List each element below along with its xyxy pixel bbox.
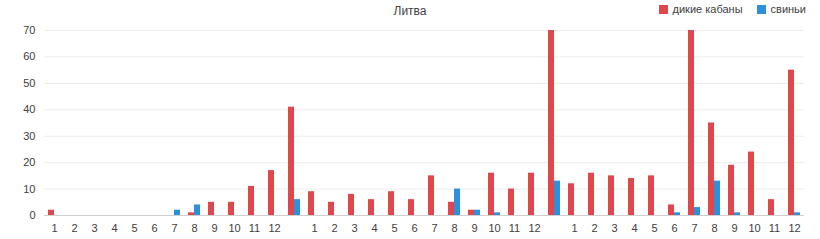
svg-text:11: 11: [249, 222, 260, 234]
svg-text:7: 7: [171, 222, 177, 234]
svg-text:1: 1: [51, 222, 57, 234]
svg-text:60: 60: [23, 50, 35, 62]
svg-text:4: 4: [111, 222, 117, 234]
svg-text:50: 50: [23, 77, 35, 89]
svg-text:3: 3: [351, 222, 357, 234]
svg-text:7: 7: [691, 222, 697, 234]
svg-text:10: 10: [23, 183, 35, 195]
svg-text:40: 40: [23, 103, 35, 115]
html-text:свиньи: свиньи: [770, 3, 806, 15]
svg-text:6: 6: [671, 222, 677, 234]
svg-text:10: 10: [748, 222, 760, 234]
svg-text:1: 1: [571, 222, 577, 234]
svg-text:11: 11: [769, 222, 780, 234]
svg-text:10: 10: [228, 222, 240, 234]
svg-text:8: 8: [711, 222, 717, 234]
svg-text:12: 12: [788, 222, 800, 234]
svg-text:8: 8: [451, 222, 457, 234]
svg-text:3: 3: [611, 222, 617, 234]
svg-text:5: 5: [391, 222, 397, 234]
html-text:Литва: Литва: [393, 4, 427, 18]
svg-text:11: 11: [509, 222, 520, 234]
svg-text:7: 7: [431, 222, 437, 234]
svg-text:5: 5: [131, 222, 137, 234]
svg-text:8: 8: [191, 222, 197, 234]
svg-text:12: 12: [528, 222, 540, 234]
svg-text:9: 9: [731, 222, 737, 234]
svg-text:6: 6: [151, 222, 157, 234]
svg-text:9: 9: [471, 222, 477, 234]
svg-text:20: 20: [23, 156, 35, 168]
svg-text:1: 1: [311, 222, 317, 234]
svg-text:5: 5: [651, 222, 657, 234]
svg-text:0: 0: [29, 209, 35, 221]
svg-text:6: 6: [411, 222, 417, 234]
html-text:дикие кабаны: дикие кабаны: [672, 3, 743, 15]
svg-text:4: 4: [371, 222, 377, 234]
svg-text:3: 3: [91, 222, 97, 234]
svg-text:2: 2: [71, 222, 77, 234]
svg-text:70: 70: [23, 24, 35, 36]
svg-text:12: 12: [268, 222, 280, 234]
svg-text:4: 4: [631, 222, 637, 234]
svg-text:9: 9: [211, 222, 217, 234]
svg-text:2: 2: [591, 222, 597, 234]
svg-text:10: 10: [488, 222, 500, 234]
svg-text:2: 2: [331, 222, 337, 234]
svg-text:30: 30: [23, 130, 35, 142]
